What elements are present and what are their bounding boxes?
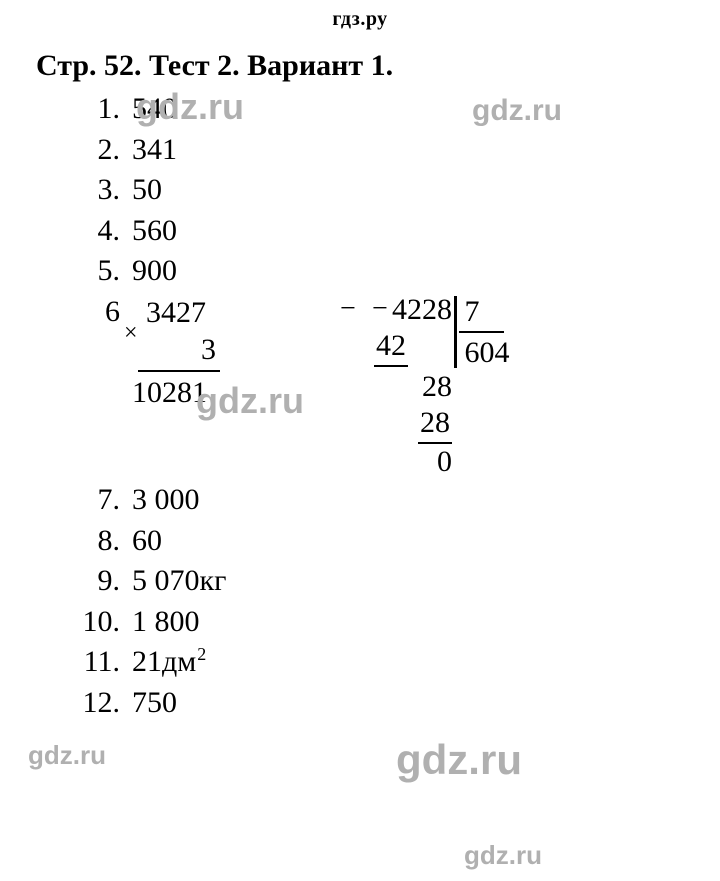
list-item: 10. 1 800: [64, 602, 720, 643]
watermark: gdz.ru: [28, 740, 106, 771]
answer-list: 1. 540 2. 341 3. 50 4. 560 5. 900 6 3427…: [64, 89, 720, 723]
list-item: 2. 341: [64, 130, 720, 171]
list-item: 5. 900: [64, 251, 720, 292]
division-remainder: 0: [360, 444, 452, 481]
product: 10281: [132, 372, 220, 412]
item-value: 900: [132, 251, 232, 292]
quotient: 604: [459, 333, 510, 372]
list-item: 3. 50: [64, 170, 720, 211]
list-item-worked: 6 3427 × 3 10281 − 4228 42: [64, 292, 720, 481]
multiplicand: 3427: [132, 294, 220, 332]
list-item: 1. 540: [64, 89, 720, 130]
item-value: 750: [132, 683, 232, 724]
item-value: 560: [132, 211, 232, 252]
division-step: 42: [374, 328, 408, 367]
list-item: 4. 560: [64, 211, 720, 252]
item-value: 50: [132, 170, 232, 211]
division-bar: [454, 296, 457, 368]
watermark: gdz.ru: [464, 840, 542, 871]
item-number: 2.: [64, 130, 120, 171]
item-number: 4.: [64, 211, 120, 252]
item-value: 60: [132, 521, 232, 562]
division-step: 28: [418, 405, 452, 444]
list-item: 9. 5 070кг: [64, 561, 720, 602]
watermark: gdz.ru: [396, 736, 522, 784]
item-number: 6: [64, 292, 120, 333]
item-number: 10.: [64, 602, 120, 643]
minus-sign: −: [340, 292, 356, 326]
multiplication-column: 3427 × 3 10281: [132, 294, 220, 412]
divisor: 7: [459, 294, 504, 334]
item-value: 1 800: [132, 602, 232, 643]
item-number: 9.: [64, 561, 120, 602]
item-value: 5 070кг: [132, 561, 232, 602]
long-division: − 4228 42 − 28 28 0 7 604: [360, 292, 510, 481]
page-header: гдз.ру: [0, 0, 720, 31]
list-item: 7. 3 000: [64, 480, 720, 521]
minus-sign: −: [372, 292, 388, 326]
multiplier: 3: [138, 331, 220, 372]
list-item: 11. 21дм2: [64, 642, 720, 683]
division-bringdown: 28: [422, 370, 452, 403]
page-title: Стр. 52. Тест 2. Вариант 1.: [36, 49, 720, 83]
item-value: 21дм2: [132, 642, 232, 683]
item-number: 5.: [64, 251, 120, 292]
list-item: 8. 60: [64, 521, 720, 562]
item-value-base: 21дм: [132, 645, 196, 678]
item-number: 7.: [64, 480, 120, 521]
item-value: 341: [132, 130, 232, 171]
item-number: 8.: [64, 521, 120, 562]
problem-6-work: 3427 × 3 10281 − 4228 42 − 28: [132, 294, 510, 481]
superscript: 2: [197, 644, 206, 664]
item-number: 3.: [64, 170, 120, 211]
item-number: 11.: [64, 642, 120, 683]
item-value: 3 000: [132, 480, 232, 521]
item-value: 540: [132, 89, 232, 130]
item-number: 1.: [64, 89, 120, 130]
item-number: 12.: [64, 683, 120, 724]
list-item: 12. 750: [64, 683, 720, 724]
dividend: 4228: [392, 293, 452, 326]
times-sign: ×: [124, 318, 138, 348]
